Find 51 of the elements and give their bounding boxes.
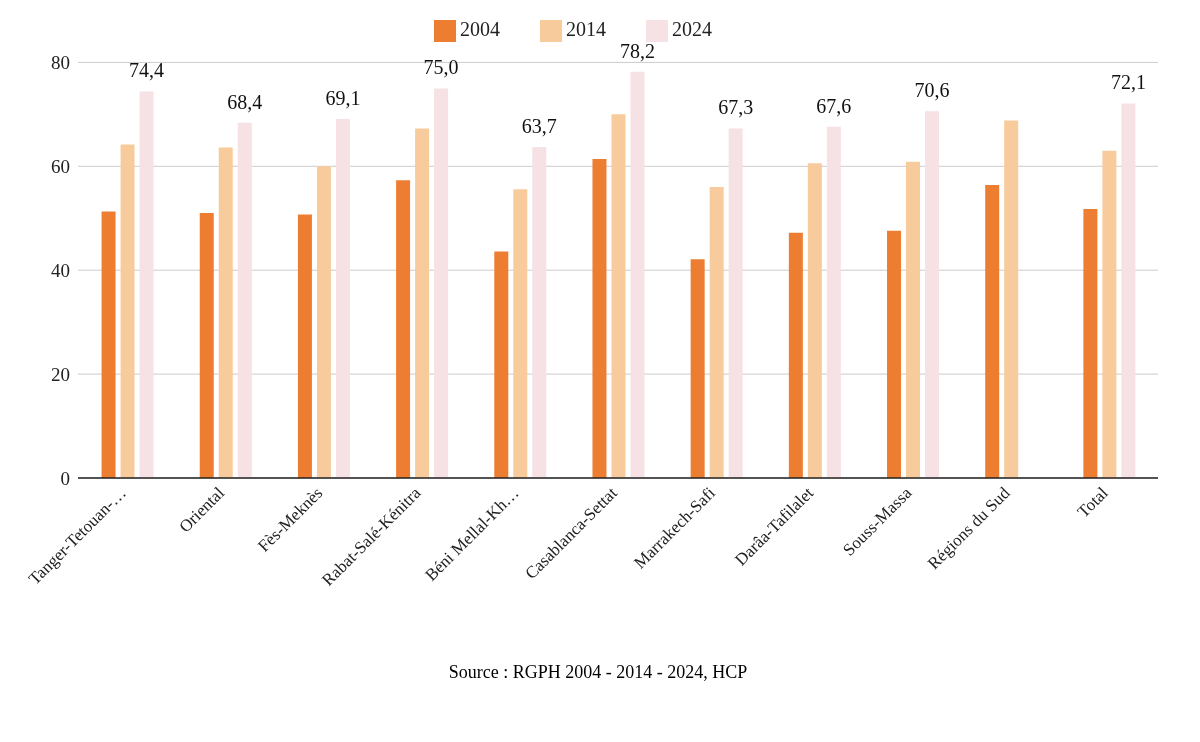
- legend-label: 2024: [672, 18, 712, 40]
- bar: [396, 180, 411, 478]
- bar: [101, 211, 116, 478]
- y-tick-label: 60: [51, 156, 70, 178]
- bar: [592, 159, 607, 478]
- bar: [297, 214, 312, 478]
- bar: [807, 163, 822, 478]
- bar: [728, 128, 743, 478]
- data-label: 68,4: [227, 90, 263, 113]
- y-tick-label: 0: [60, 467, 70, 489]
- bar: [630, 71, 645, 478]
- legend-label: 2014: [566, 18, 606, 40]
- bar: [925, 111, 940, 478]
- bar: [494, 251, 509, 478]
- data-label: 75,0: [423, 56, 459, 79]
- bar: [611, 114, 626, 478]
- y-tick-label: 80: [51, 52, 70, 74]
- data-label: 74,4: [129, 59, 165, 82]
- bar: [1102, 150, 1117, 478]
- source-note: Source : RGPH 2004 - 2014 - 2024, HCP: [447, 662, 749, 683]
- bar: [199, 213, 214, 478]
- bar: [1004, 120, 1019, 478]
- y-tick-label: 40: [51, 259, 70, 281]
- bar: [826, 126, 841, 478]
- data-label: 67,3: [718, 96, 754, 119]
- bar: [1083, 208, 1098, 478]
- bar: [985, 185, 1000, 478]
- bar: [316, 166, 331, 478]
- y-tick-label: 20: [51, 363, 70, 385]
- bar: [335, 119, 350, 478]
- bar: [237, 122, 252, 478]
- data-label: 70,6: [914, 79, 950, 102]
- bar: [513, 189, 528, 478]
- bar: [690, 259, 705, 478]
- data-label: 67,6: [816, 94, 852, 117]
- bar: [218, 147, 233, 478]
- legend-label: 2004: [460, 18, 500, 40]
- bar: [906, 161, 921, 478]
- data-label: 63,7: [521, 115, 557, 138]
- bar: [120, 144, 135, 478]
- bar: [415, 128, 430, 478]
- data-label: 72,1: [1110, 71, 1146, 94]
- data-label: 78,2: [619, 39, 655, 62]
- bar: [532, 147, 547, 478]
- bar: [434, 88, 449, 478]
- data-label: 69,1: [325, 87, 361, 110]
- bar: [709, 187, 724, 478]
- bar: [139, 91, 154, 478]
- bar: [887, 230, 902, 478]
- bar: [788, 232, 803, 478]
- bar: [1121, 103, 1136, 478]
